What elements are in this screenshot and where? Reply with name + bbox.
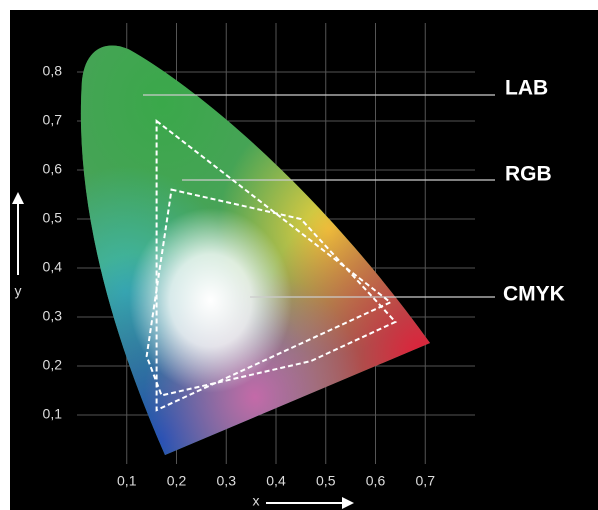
annotation: LAB — [505, 77, 548, 100]
legend-label: RGB — [505, 163, 552, 186]
y-tick-label: 0,6 — [43, 161, 63, 177]
chart: LAB RGB CMYK y x 0,1 0,2 0,3 0,4 0,5 0,6 0,7 0,… — [0, 0, 598, 510]
x-tick-label: 0,7 — [416, 473, 436, 489]
y-tick-label: 0,5 — [43, 210, 63, 226]
y-tick-label: 0,4 — [43, 259, 63, 275]
y-axis-label: y — [15, 283, 22, 299]
x-tick-label: 0,4 — [266, 473, 286, 489]
y-tick-label: 0,1 — [43, 406, 63, 422]
x-tick-label: 0,1 — [117, 473, 137, 489]
x-axis-label: x — [253, 493, 260, 509]
x-tick-label: 0,2 — [167, 473, 187, 489]
x-tick-label: 0,3 — [217, 473, 237, 489]
y-tick-label: 0,2 — [43, 357, 63, 373]
x-tick-label: 0,6 — [366, 473, 386, 489]
x-tick-label: 0,5 — [316, 473, 336, 489]
y-tick-label: 0,7 — [43, 112, 63, 128]
legend-label: CMYK — [503, 283, 565, 306]
y-tick-label: 0,3 — [43, 308, 63, 324]
y-tick-label: 0,8 — [43, 63, 63, 79]
